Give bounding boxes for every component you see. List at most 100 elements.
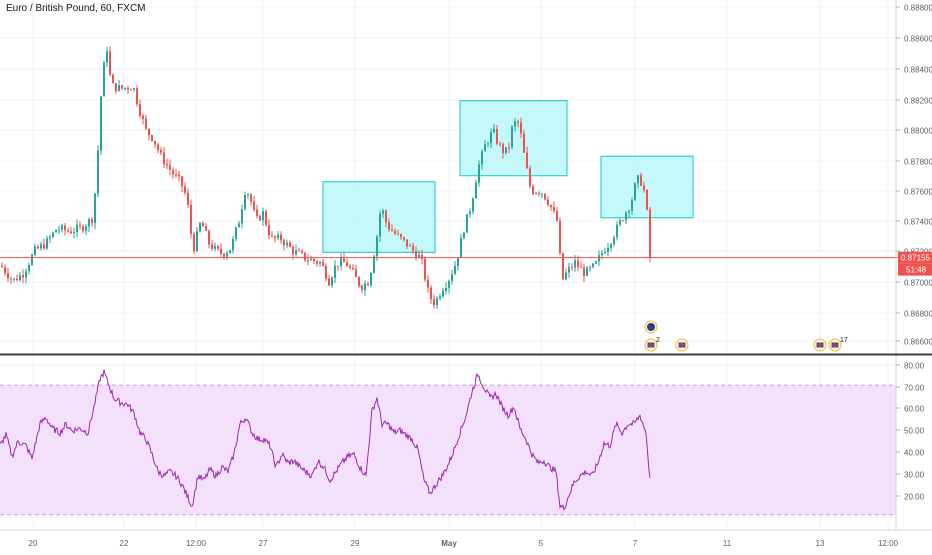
candle[interactable] (256, 204, 258, 219)
candle[interactable] (547, 196, 549, 207)
candle[interactable] (64, 222, 66, 236)
candle[interactable] (616, 221, 618, 241)
candle[interactable] (298, 247, 300, 252)
candle[interactable] (523, 129, 525, 154)
candle[interactable] (214, 242, 216, 252)
candle[interactable] (529, 165, 531, 189)
candle[interactable] (283, 237, 285, 251)
candle[interactable] (508, 142, 510, 154)
candle[interactable] (175, 168, 177, 178)
event-flag-icon[interactable] (675, 338, 689, 352)
candle[interactable] (337, 265, 339, 271)
candle[interactable] (619, 218, 621, 227)
candle[interactable] (208, 229, 210, 249)
candle[interactable] (424, 257, 426, 282)
candle[interactable] (217, 245, 219, 251)
candle[interactable] (169, 159, 171, 176)
candle[interactable] (457, 257, 459, 271)
candle[interactable] (478, 160, 480, 187)
candle[interactable] (463, 231, 465, 240)
candle[interactable] (382, 208, 384, 219)
candle[interactable] (586, 265, 588, 277)
candle[interactable] (454, 261, 456, 275)
candle[interactable] (565, 268, 567, 281)
candle[interactable] (196, 227, 198, 253)
candle[interactable] (553, 201, 555, 214)
candle[interactable] (70, 227, 72, 234)
candle[interactable] (244, 191, 246, 211)
candle[interactable] (148, 128, 150, 141)
candle[interactable] (448, 279, 450, 294)
event-flag-icon[interactable]: 2 (644, 337, 660, 352)
candle[interactable] (526, 146, 528, 169)
candle[interactable] (223, 252, 225, 260)
candle[interactable] (538, 191, 540, 197)
candle[interactable] (637, 174, 639, 189)
candle[interactable] (541, 193, 543, 198)
candle[interactable] (331, 276, 333, 288)
candle[interactable] (487, 141, 489, 148)
candle[interactable] (505, 147, 507, 155)
candle[interactable] (124, 87, 126, 91)
candle[interactable] (199, 221, 201, 233)
candle[interactable] (289, 240, 291, 248)
candle[interactable] (361, 284, 363, 294)
candle[interactable] (490, 128, 492, 149)
candle[interactable] (109, 45, 111, 77)
candle[interactable] (19, 272, 21, 282)
candle[interactable] (460, 234, 462, 258)
candle[interactable] (445, 281, 447, 295)
candle[interactable] (85, 224, 87, 235)
candle[interactable] (535, 192, 537, 195)
candle[interactable] (133, 87, 135, 92)
candle[interactable] (436, 296, 438, 309)
candle[interactable] (184, 182, 186, 196)
candle[interactable] (628, 209, 630, 219)
event-markers[interactable]: 2 17 (644, 320, 848, 352)
candle[interactable] (544, 193, 546, 201)
candle[interactable] (514, 117, 516, 132)
candle[interactable] (352, 264, 354, 271)
candle[interactable] (52, 231, 54, 239)
candle[interactable] (46, 235, 48, 250)
candle[interactable] (319, 260, 321, 267)
candle[interactable] (22, 269, 24, 284)
candle[interactable] (103, 60, 105, 97)
candle[interactable] (403, 236, 405, 242)
candle[interactable] (295, 244, 297, 257)
candle[interactable] (649, 207, 651, 263)
candle[interactable] (598, 250, 600, 267)
candle[interactable] (271, 231, 273, 238)
candle[interactable] (61, 223, 63, 233)
candle[interactable] (268, 219, 270, 240)
candle[interactable] (646, 189, 648, 211)
event-flag-icon[interactable] (813, 338, 827, 352)
candle[interactable] (88, 217, 90, 233)
candle[interactable] (502, 142, 504, 159)
candle[interactable] (634, 182, 636, 201)
candle[interactable] (376, 234, 378, 262)
candle[interactable] (472, 196, 474, 215)
candle[interactable] (484, 139, 486, 152)
candle[interactable] (181, 175, 183, 193)
candle[interactable] (163, 147, 165, 169)
candle[interactable] (427, 275, 429, 293)
candle[interactable] (58, 225, 60, 235)
time-axis[interactable]: 20 22 12:00 27 29 May 5 7 11 13 12:00 (0, 529, 932, 548)
candle[interactable] (97, 145, 99, 198)
candle[interactable] (622, 219, 624, 222)
candle[interactable] (550, 204, 552, 211)
candle[interactable] (112, 73, 114, 84)
candle[interactable] (517, 119, 519, 128)
candle[interactable] (73, 227, 75, 239)
candle[interactable] (25, 268, 27, 284)
candle[interactable] (157, 142, 159, 154)
candle[interactable] (172, 167, 174, 179)
candle[interactable] (130, 88, 132, 91)
supply-zone-box[interactable] (459, 100, 568, 177)
candle[interactable] (136, 85, 138, 107)
candle[interactable] (118, 79, 120, 92)
event-flag-icon[interactable]: 17 (828, 337, 848, 352)
candle[interactable] (265, 209, 267, 227)
